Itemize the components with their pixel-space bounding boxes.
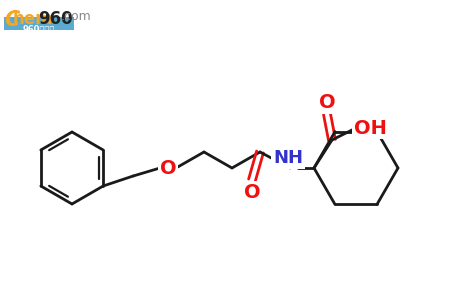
Text: hem: hem — [13, 10, 54, 28]
Text: 960: 960 — [38, 10, 73, 28]
Text: O: O — [319, 93, 335, 113]
Text: O: O — [160, 159, 176, 178]
Text: O: O — [244, 183, 260, 202]
Text: OH: OH — [354, 118, 386, 137]
Text: 960化工网: 960化工网 — [23, 24, 55, 33]
Text: C: C — [4, 10, 19, 30]
FancyBboxPatch shape — [4, 17, 74, 30]
Text: NH: NH — [273, 149, 303, 167]
Text: .com: .com — [61, 10, 92, 23]
